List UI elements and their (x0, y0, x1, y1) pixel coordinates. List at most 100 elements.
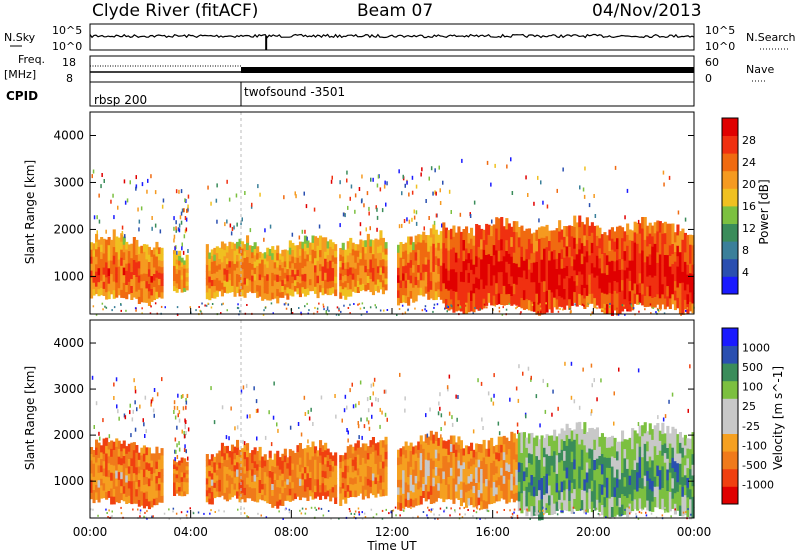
heatmap-cell (651, 480, 655, 492)
heatmap-cell (111, 309, 113, 312)
heatmap-cell (616, 248, 620, 261)
heatmap-cell (446, 310, 448, 313)
heatmap-cell (404, 396, 406, 401)
heatmap-cell (673, 290, 677, 301)
heatmap-cell (482, 249, 486, 260)
heatmap-cell (228, 273, 232, 281)
heatmap-cell (397, 274, 401, 283)
heatmap-cell (520, 235, 524, 247)
heatmap-cell (470, 458, 474, 467)
heatmap-cell (442, 486, 446, 495)
heatmap-cell (122, 455, 126, 464)
heatmap-cell (135, 184, 138, 189)
heatmap-cell (291, 494, 295, 501)
heatmap-cell (157, 496, 161, 503)
heatmap-cell (459, 251, 463, 263)
heatmap-cell (326, 490, 330, 497)
heatmap-cell (178, 491, 182, 496)
heatmap-cell (462, 292, 466, 304)
heatmap-cell (180, 394, 183, 399)
power-heatmap (90, 112, 695, 316)
heatmap-cell (376, 442, 380, 450)
heatmap-cell (666, 285, 670, 297)
heatmap-cell (409, 466, 413, 475)
heatmap-cell (588, 468, 592, 479)
heatmap-cell (525, 486, 529, 497)
heatmap-cell (641, 217, 645, 229)
heatmap-cell (329, 253, 333, 261)
heatmap-cell (449, 435, 453, 444)
heatmap-cell (256, 470, 260, 477)
heatmap-cell (220, 261, 224, 270)
heatmap-cell (433, 220, 436, 225)
heatmap-cell (142, 500, 146, 509)
heatmap-cell (429, 237, 433, 247)
heatmap-cell (92, 249, 96, 257)
heatmap-cell (347, 307, 350, 309)
heatmap-cell (172, 510, 174, 513)
heatmap-cell (117, 440, 121, 449)
heatmap-cell (585, 452, 589, 463)
heatmap-cell (487, 488, 491, 497)
heatmap-cell (666, 479, 670, 491)
heatmap-cell (347, 430, 349, 435)
heatmap-cell (223, 446, 227, 454)
heatmap-cell (666, 469, 670, 481)
heatmap-cell (626, 267, 630, 279)
heatmap-cell (585, 509, 587, 512)
heatmap-cell (163, 512, 166, 515)
heatmap-cell (369, 396, 372, 400)
heatmap-cell (608, 240, 612, 252)
heatmap-cell (475, 443, 479, 452)
heatmap-cell (482, 278, 486, 289)
heatmap-cell (427, 475, 431, 484)
heatmap-cell (205, 264, 209, 272)
heatmap-cell (648, 478, 652, 490)
heatmap-cell (269, 224, 272, 229)
heatmap-cell (354, 456, 358, 464)
heatmap-cell (110, 515, 112, 518)
heatmap-cell (122, 448, 126, 456)
heatmap-cell (357, 303, 359, 306)
heatmap-cell (507, 233, 511, 244)
heatmap-cell (240, 508, 242, 511)
power-colorbar-swatch (722, 258, 738, 277)
heatmap-cell (246, 490, 250, 499)
heatmap-cell (102, 238, 106, 247)
heatmap-cell (220, 455, 224, 463)
heatmap-cell (681, 228, 685, 240)
heatmap-cell (261, 288, 265, 295)
heatmap-cell (676, 443, 680, 454)
heatmap-cell (442, 471, 446, 480)
heatmap-cell (588, 283, 592, 295)
heatmap-cell (366, 261, 370, 270)
heatmap-cell (628, 300, 632, 312)
heatmap-cell (208, 481, 212, 488)
heatmap-cell (132, 274, 136, 283)
heatmap-cell (236, 476, 240, 485)
heatmap-cell (442, 222, 446, 233)
heatmap-cell (293, 492, 297, 500)
heatmap-cell (560, 460, 564, 471)
heatmap-cell (437, 482, 441, 491)
heatmap-cell (225, 452, 229, 461)
heatmap-cell (278, 481, 282, 488)
heatmap-cell (265, 516, 268, 519)
heatmap-cell (100, 478, 104, 486)
heatmap-cell (325, 311, 327, 314)
heatmap-cell (134, 427, 137, 432)
heatmap-cell (482, 482, 486, 492)
heatmap-cell (628, 229, 632, 241)
heatmap-cell (322, 514, 325, 517)
heatmap-cell (263, 483, 267, 490)
heatmap-cell (618, 441, 622, 452)
heatmap-cell (349, 274, 353, 283)
heatmap-cell (512, 262, 516, 274)
heatmap-cell (364, 463, 368, 471)
heatmap-cell (548, 269, 552, 281)
heatmap-cell (107, 442, 111, 450)
heatmap-cell (243, 465, 247, 474)
heatmap-cell (628, 270, 632, 281)
heatmap-cell (636, 283, 640, 295)
heatmap-cell (358, 401, 360, 406)
